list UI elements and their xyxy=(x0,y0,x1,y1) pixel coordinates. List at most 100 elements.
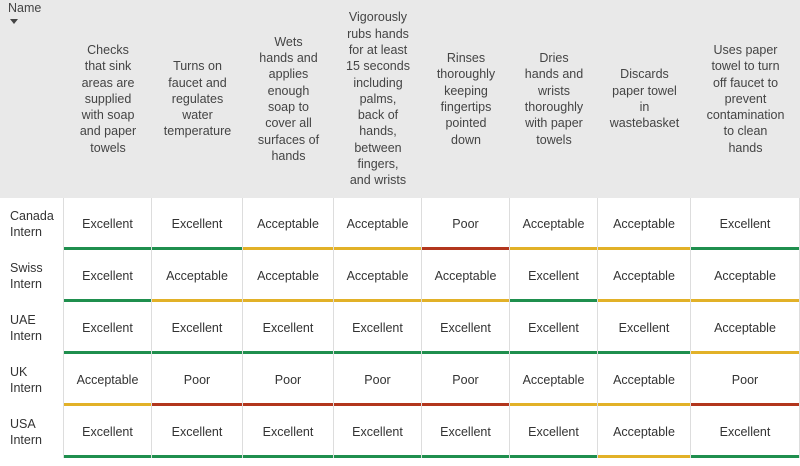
rating-bar-excellent xyxy=(334,351,421,354)
rating-bar-excellent xyxy=(64,351,151,354)
table-row: UAE Intern Excellent Excellent Excellent Exce… xyxy=(0,302,800,354)
rating-bar-acceptable xyxy=(598,403,690,406)
column-header-label: Dries hands and wrists thoroughly with paper… xyxy=(524,51,584,147)
rating-cell: Excellent xyxy=(334,302,422,354)
rating-bar-acceptable xyxy=(691,351,799,354)
rating-value: Poor xyxy=(452,217,479,231)
rating-value: Excellent xyxy=(528,269,579,283)
rating-value: Acceptable xyxy=(434,269,497,283)
rating-cell: Excellent xyxy=(510,406,598,458)
rating-bar-poor xyxy=(152,403,242,406)
table-row: USA Intern Excellent Excellent Excellent Exce… xyxy=(0,406,800,458)
rating-cell: Excellent xyxy=(691,406,800,458)
column-header-5[interactable]: Rinses thoroughly keeping fingertips pointed… xyxy=(422,0,510,198)
rating-bar-acceptable xyxy=(334,247,421,250)
rating-bar-excellent xyxy=(152,455,242,458)
column-header-8[interactable]: Uses paper towel to turn off faucet to prev… xyxy=(691,0,800,198)
rating-bar-acceptable xyxy=(598,299,690,302)
rating-cell: Acceptable xyxy=(243,198,334,250)
rating-value: Poor xyxy=(274,373,302,387)
rating-cell: Acceptable xyxy=(691,250,800,302)
column-header-label: Uses paper towel to turn off faucet to prev… xyxy=(706,42,785,155)
rating-cell: Acceptable xyxy=(691,302,800,354)
rating-cell: Excellent xyxy=(422,302,510,354)
row-name: USA Intern xyxy=(10,417,42,447)
column-header-4[interactable]: Vigorously rubs hands for at least 15 secon… xyxy=(334,0,422,198)
rating-bar-acceptable xyxy=(334,299,421,302)
rating-value: Acceptable xyxy=(522,217,585,231)
rating-bar-acceptable xyxy=(422,299,509,302)
rating-value: Acceptable xyxy=(257,217,319,231)
row-name: UK Intern xyxy=(10,365,42,395)
column-header-label: Vigorously rubs hands for at least 15 secon… xyxy=(346,10,410,188)
rating-bar-excellent xyxy=(422,351,509,354)
rating-bar-excellent xyxy=(243,455,333,458)
rating-value: Excellent xyxy=(440,425,491,439)
column-header-label: Turns on faucet and regulates water temperat… xyxy=(163,59,232,139)
rating-bar-poor xyxy=(243,403,333,406)
row-name-cell: USA Intern xyxy=(0,406,64,458)
rating-cell: Excellent xyxy=(152,406,243,458)
rating-value: Acceptable xyxy=(714,321,776,335)
column-header-7[interactable]: Discards paper towel in wastebasket xyxy=(598,0,691,198)
rating-bar-excellent xyxy=(691,455,799,458)
column-header-label: Checks that sink areas are supplied with soa… xyxy=(79,42,137,155)
column-header-2[interactable]: Turns on faucet and regulates water temperat… xyxy=(152,0,243,198)
rating-bar-excellent xyxy=(334,455,421,458)
rating-bar-acceptable xyxy=(243,247,333,250)
rating-cell: Excellent xyxy=(152,198,243,250)
rating-value: Acceptable xyxy=(714,269,776,283)
sort-descending-icon[interactable] xyxy=(10,19,18,25)
rating-cell: Acceptable xyxy=(334,250,422,302)
rating-value: Excellent xyxy=(262,425,314,439)
column-header-label: Discards paper towel in wastebasket xyxy=(609,67,680,131)
rating-cell: Poor xyxy=(152,354,243,406)
rating-value: Poor xyxy=(731,373,759,387)
row-name-cell: UK Intern xyxy=(0,354,64,406)
rating-value: Acceptable xyxy=(613,373,675,387)
rating-value: Excellent xyxy=(618,321,670,335)
rating-bar-acceptable xyxy=(243,299,333,302)
rating-cell: Acceptable xyxy=(510,354,598,406)
rating-bar-acceptable xyxy=(598,455,690,458)
rating-value: Acceptable xyxy=(346,217,409,231)
rating-bar-poor xyxy=(334,403,421,406)
rating-cell: Poor xyxy=(422,354,510,406)
column-header-3[interactable]: Wets hands and applies enough soap to cover a… xyxy=(243,0,334,198)
rating-bar-acceptable xyxy=(510,247,597,250)
rating-bar-acceptable xyxy=(510,403,597,406)
rating-value: Acceptable xyxy=(76,373,139,387)
rating-cell: Excellent xyxy=(64,406,152,458)
rating-value: Excellent xyxy=(171,217,223,231)
rating-value: Excellent xyxy=(171,321,223,335)
rating-bar-excellent xyxy=(510,351,597,354)
table-row: UK Intern Acceptable Poor Poor Poor Poor Accept… xyxy=(0,354,800,406)
rating-cell: Acceptable xyxy=(510,198,598,250)
rating-cell: Excellent xyxy=(598,302,691,354)
column-header-1[interactable]: Checks that sink areas are supplied with soa… xyxy=(64,0,152,198)
rating-value: Poor xyxy=(183,373,211,387)
rating-bar-poor xyxy=(422,247,509,250)
column-header-name[interactable]: Name xyxy=(0,0,64,198)
rating-value: Acceptable xyxy=(346,269,409,283)
rating-bar-excellent xyxy=(64,247,151,250)
rating-value: Excellent xyxy=(528,425,579,439)
rating-value: Excellent xyxy=(82,217,133,231)
rating-bar-excellent xyxy=(510,455,597,458)
column-header-label: Wets hands and applies enough soap to cover a… xyxy=(257,34,320,163)
rating-cell: Excellent xyxy=(510,250,598,302)
rating-cell: Acceptable xyxy=(243,250,334,302)
rating-cell: Acceptable xyxy=(598,406,691,458)
rating-value: Acceptable xyxy=(613,269,675,283)
rating-value: Excellent xyxy=(262,321,314,335)
column-header-6[interactable]: Dries hands and wrists thoroughly with paper… xyxy=(510,0,598,198)
table-row: Canada Intern Excellent Excellent Acceptable… xyxy=(0,198,800,250)
rating-bar-excellent xyxy=(64,299,151,302)
rating-value: Excellent xyxy=(82,425,133,439)
rating-cell: Excellent xyxy=(243,302,334,354)
name-header-wrapper: Name xyxy=(8,0,42,25)
rating-cell: Acceptable xyxy=(598,250,691,302)
row-name-cell: Canada Intern xyxy=(0,198,64,250)
column-header-label: Name xyxy=(8,1,42,15)
rating-value: Excellent xyxy=(82,269,133,283)
